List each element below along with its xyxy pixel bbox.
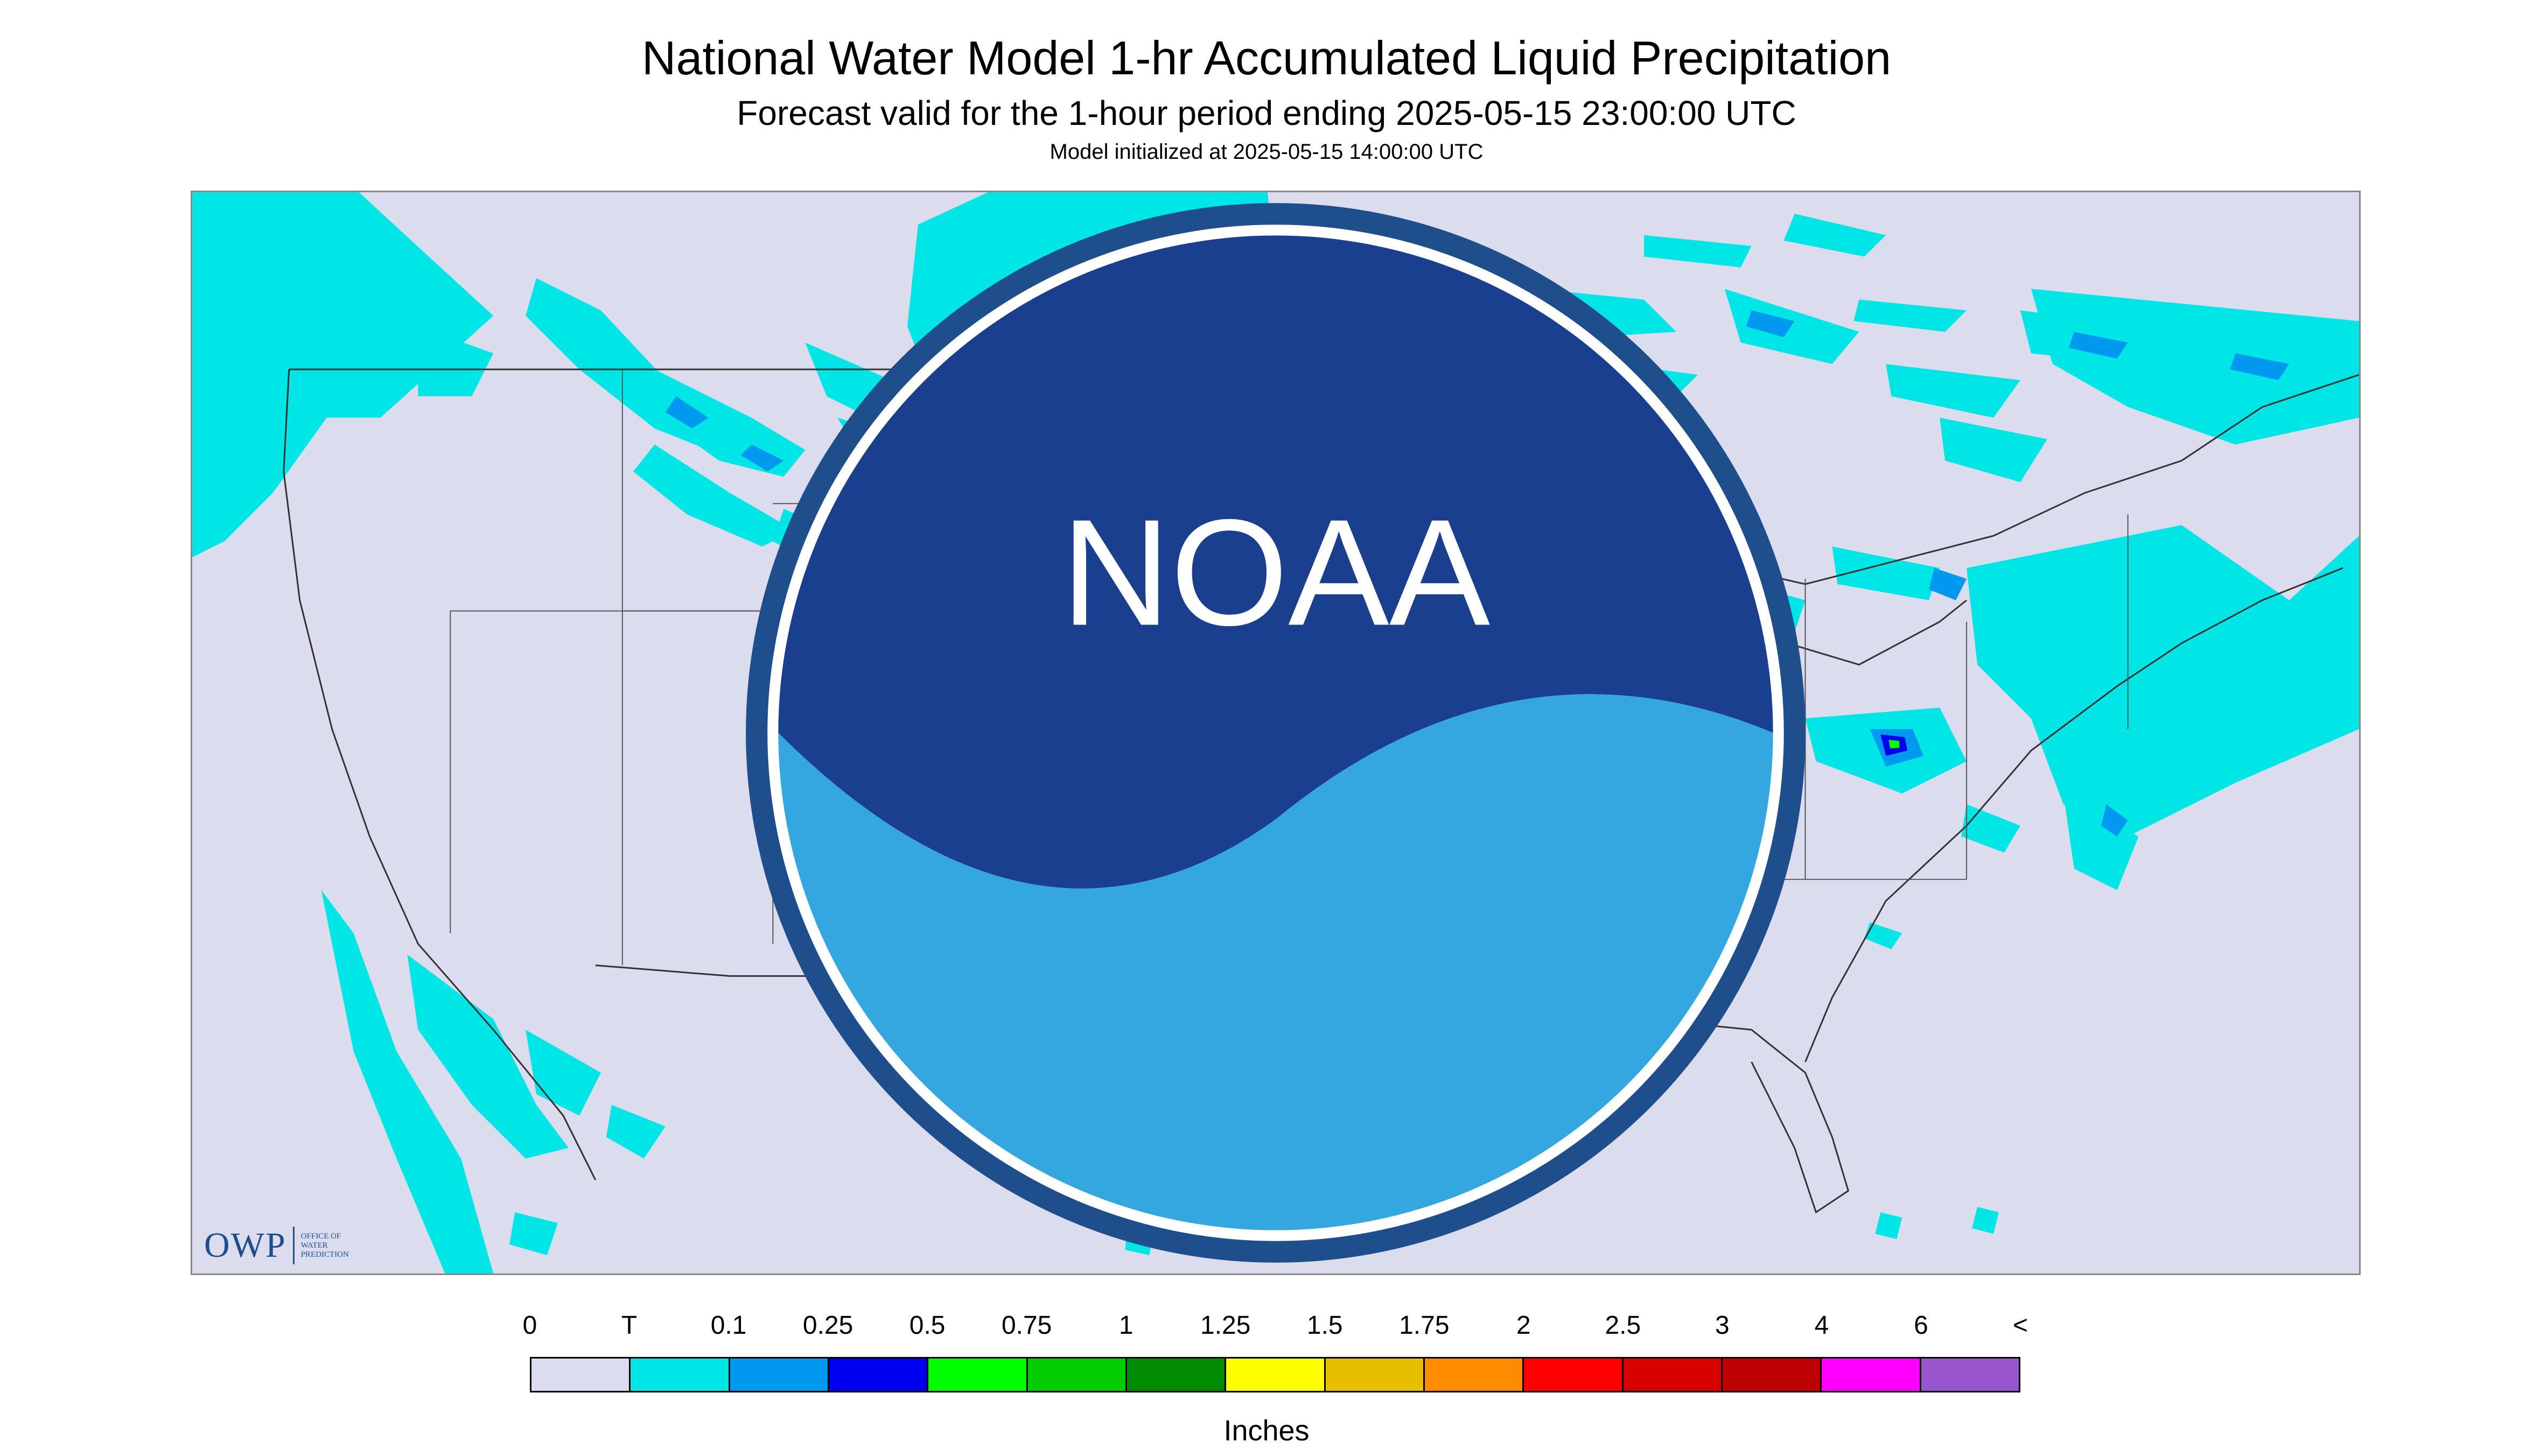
owp-logo-text: OFFICE OF WATER PREDICTION (301, 1232, 366, 1259)
precip-heavier-east (1870, 568, 2128, 837)
legend-swatch (1522, 1359, 1622, 1391)
legend-units: Inches (1223, 1415, 1310, 1447)
precip-heavier-canada (1746, 310, 2290, 380)
noaa-logo-text: NOAA (1061, 488, 1491, 657)
legend-swatch (827, 1359, 927, 1391)
legend-swatch (629, 1359, 729, 1391)
owp-text-line-2: WATER (300, 1241, 328, 1250)
legend-swatch (1423, 1359, 1523, 1391)
owp-text-line-1: OFFICE OF (300, 1231, 341, 1241)
legend-label: 4 (1814, 1311, 1829, 1340)
legend-label: < (2012, 1311, 2028, 1340)
legend-swatch (530, 1359, 629, 1391)
legend-label: 0.25 (802, 1311, 853, 1340)
owp-logo-mark: OWP (204, 1226, 286, 1265)
legend-swatch (1820, 1359, 1920, 1391)
legend-swatch (1324, 1359, 1423, 1391)
noaa-logo-icon: NOAA (746, 203, 1806, 1263)
map-title: National Water Model 1-hr Accumulated Li… (641, 31, 1892, 85)
east-coast (1804, 567, 2343, 1062)
legend-label: 2.5 (1605, 1311, 1641, 1340)
legend-label: T (621, 1311, 638, 1340)
legend-colorbar (530, 1357, 2020, 1392)
legend-label: 1 (1118, 1311, 1133, 1340)
west-coast (283, 369, 597, 1181)
legend-label: 1.75 (1399, 1311, 1450, 1340)
legend-swatch (1125, 1359, 1225, 1391)
legend-swatch (728, 1359, 828, 1391)
precip-area-pnw-offshore (418, 326, 494, 396)
precip-peak-virginia (1888, 739, 1900, 748)
legend-label: 0.75 (1001, 1311, 1052, 1340)
legend-swatch (1919, 1359, 2020, 1391)
legend-swatch (1720, 1359, 1821, 1391)
legend-label: 3 (1715, 1311, 1730, 1340)
legend-labels: 0 T 0.1 0.25 0.5 0.75 1 1.25 1.5 1.75 2 2.5 3 4 6 < (523, 1311, 2028, 1345)
legend-label: 1.5 (1306, 1311, 1343, 1340)
legend-label: 1.25 (1200, 1311, 1251, 1340)
legend-label: 6 (1914, 1311, 1928, 1340)
precip-area-pacific-northwest (192, 192, 494, 557)
legend-label: 0.5 (909, 1311, 946, 1340)
precipitation-map: OWP OFFICE OF WATER PREDICTION NOAA (191, 191, 2361, 1275)
legend-label: 2 (1516, 1311, 1531, 1340)
map-subtitle: Forecast valid for the 1-hour period end… (737, 94, 1796, 132)
model-init-text: Model initialized at 2025-05-15 14:00:00… (1049, 140, 1484, 164)
legend-swatch (1026, 1359, 1125, 1391)
owp-text-line-3: PREDICTION (300, 1250, 349, 1259)
legend-swatch (927, 1359, 1026, 1391)
legend-swatch (1621, 1359, 1721, 1391)
legend-swatch (1224, 1359, 1324, 1391)
legend-label: 0 (522, 1311, 537, 1340)
legend-label: 0.1 (710, 1311, 747, 1340)
owp-logo: OWP OFFICE OF WATER PREDICTION (204, 1225, 366, 1266)
owp-logo-divider (292, 1227, 295, 1264)
